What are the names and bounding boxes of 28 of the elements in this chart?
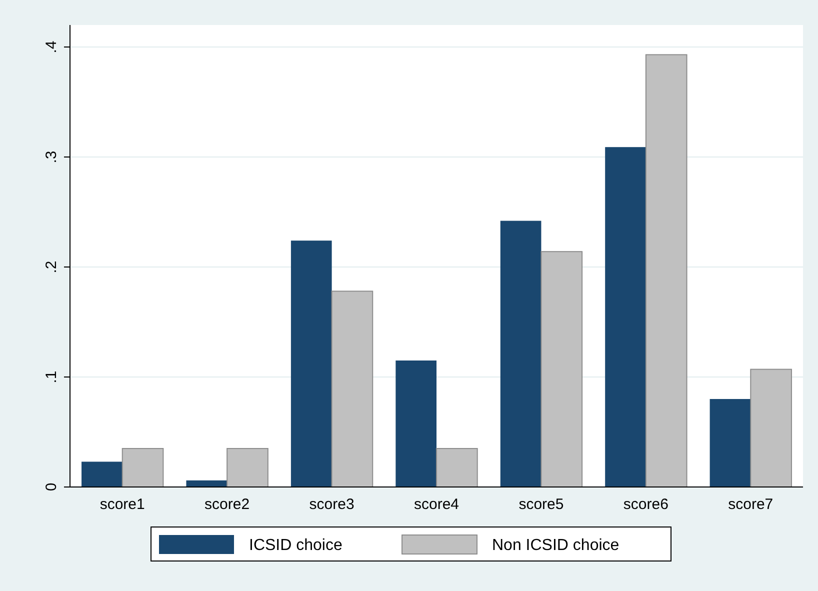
x-tick-label: score7 xyxy=(728,496,774,513)
bar xyxy=(186,480,228,487)
x-tick-label: score6 xyxy=(623,496,668,513)
y-tick-label: .3 xyxy=(42,150,60,164)
bar xyxy=(122,448,164,488)
bar xyxy=(710,399,751,487)
x-tick-label: score2 xyxy=(204,496,250,513)
bar xyxy=(290,240,332,487)
bar xyxy=(331,290,374,488)
x-tick-label: score3 xyxy=(309,496,354,513)
x-tick-label: score5 xyxy=(518,496,564,513)
x-tick-label: score1 xyxy=(100,496,145,513)
bar xyxy=(500,220,542,487)
bar xyxy=(645,54,688,488)
x-tick-label: score4 xyxy=(414,496,460,513)
legend-label: Non ICSID choice xyxy=(492,537,620,554)
legend-label: ICSID choice xyxy=(249,537,342,554)
bar xyxy=(82,462,122,487)
bar xyxy=(750,368,792,488)
bar xyxy=(396,360,436,487)
bar xyxy=(605,147,646,487)
y-tick-label: .2 xyxy=(42,260,60,274)
bar xyxy=(436,448,478,488)
bar xyxy=(540,251,583,488)
y-tick-label: .4 xyxy=(42,40,60,54)
y-tick-label: .1 xyxy=(42,370,60,384)
bar xyxy=(226,448,268,488)
y-tick-label: 0 xyxy=(42,482,60,492)
